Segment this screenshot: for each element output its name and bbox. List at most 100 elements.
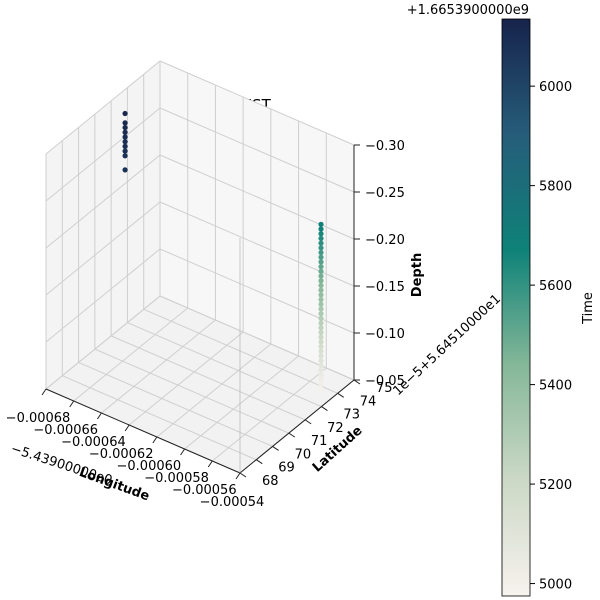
data-point xyxy=(122,134,128,140)
data-point xyxy=(318,339,324,345)
x-tick-mark xyxy=(235,472,241,480)
colorbar-ticks: 5000 5200 5400 5600 5800 6000 xyxy=(530,80,572,593)
data-point xyxy=(318,381,324,387)
grid-line-z-side xyxy=(45,201,161,296)
grid-line-z-side xyxy=(45,107,161,202)
data-point xyxy=(318,296,324,303)
grid-line-z-side xyxy=(45,295,161,390)
x-tick-label: −0.00062 xyxy=(89,447,154,462)
data-point xyxy=(318,292,324,298)
x-tick-label: −0.00060 xyxy=(117,459,182,474)
x-tick-mark xyxy=(152,436,158,444)
data-point xyxy=(318,334,324,340)
colorbar-tick-label: 5400 xyxy=(539,379,572,394)
data-point xyxy=(318,367,324,373)
x-tick-mark xyxy=(124,424,130,432)
floor-pane xyxy=(46,296,354,473)
data-point xyxy=(318,358,324,364)
grid-line-z-side xyxy=(45,60,161,155)
y-tick-mark xyxy=(239,472,247,478)
z-tick-label: −0.10 xyxy=(365,327,405,342)
data-point xyxy=(318,372,324,378)
x-axis-line xyxy=(45,388,241,474)
colorbar-tick-label: 5800 xyxy=(539,180,572,195)
x-tick-mark xyxy=(97,412,102,420)
y-tick-label: 73 xyxy=(343,408,360,423)
x-tick-mark xyxy=(69,400,75,408)
data-point xyxy=(122,129,128,135)
x-tick-label: −0.00068 xyxy=(6,411,71,426)
colorbar-gradient xyxy=(501,18,531,597)
data-point xyxy=(318,329,324,336)
data-point xyxy=(122,167,128,173)
colorbar-tick-label: 5000 xyxy=(539,578,572,593)
z-tick-label: −0.30 xyxy=(365,139,405,154)
colorbar-tick-label: 6000 xyxy=(539,80,572,95)
x-tick-label: −0.00064 xyxy=(61,435,126,450)
data-point xyxy=(318,235,324,242)
data-point xyxy=(318,315,324,321)
grid-line-x-floor xyxy=(128,331,244,426)
y-tick-mark xyxy=(256,459,263,465)
data-point xyxy=(318,254,324,260)
data-point xyxy=(318,273,324,279)
x-tick-mark xyxy=(41,388,47,396)
data-point xyxy=(318,249,324,256)
data-point xyxy=(318,362,324,368)
data-point xyxy=(318,226,324,232)
grid-line-x-floor xyxy=(184,355,299,450)
data-point xyxy=(318,240,324,246)
data-point xyxy=(318,311,324,317)
data-point xyxy=(318,278,324,284)
grid-line-z-back xyxy=(159,107,355,193)
grid-line-x-floor xyxy=(101,319,216,414)
y-tick-label: 75 xyxy=(376,381,393,396)
axes-panes xyxy=(46,61,354,473)
y-tick-label: 72 xyxy=(327,421,344,436)
x-tick-label: −0.00066 xyxy=(33,423,98,438)
y-tick-mark xyxy=(288,432,296,438)
data-point xyxy=(318,343,324,350)
y-axis-offset-text: 1e−5+5.64510000e1 xyxy=(390,292,503,399)
data-point xyxy=(122,110,128,117)
data-point xyxy=(122,153,128,159)
y-tick-label: 70 xyxy=(295,447,312,462)
colorbar-offset-text: +1.6653900000e9 xyxy=(407,3,529,18)
grid-line-y-floor xyxy=(110,335,306,421)
colorbar: 5000 5200 5400 5600 5800 6000 +1.6653900000e9… xyxy=(407,3,596,597)
data-point xyxy=(318,282,324,289)
grid-line-z-side xyxy=(45,154,161,249)
y-tick-label: 68 xyxy=(262,474,279,489)
x-tick-label: −0.00056 xyxy=(172,483,237,498)
z-tick-label: −0.20 xyxy=(365,233,405,248)
data-point xyxy=(318,268,324,274)
grid-line-z-side xyxy=(45,248,161,343)
x-tick-label: −0.00058 xyxy=(144,471,209,486)
colorbar-tick-label: 5200 xyxy=(539,478,572,493)
data-points xyxy=(122,110,324,392)
axis-lines xyxy=(45,145,355,474)
y-tick-label: 74 xyxy=(360,394,377,409)
data-point xyxy=(318,325,324,331)
data-point xyxy=(122,148,128,154)
grid-line-x-floor xyxy=(156,343,272,438)
z-tick-label: −0.25 xyxy=(365,186,405,201)
data-point xyxy=(318,348,324,354)
data-point xyxy=(318,353,324,359)
back-pane xyxy=(160,61,354,380)
grid-line-y-floor xyxy=(62,375,257,461)
x-tick-mark xyxy=(207,460,213,468)
y-tick-mark xyxy=(353,379,361,385)
y-tick-mark xyxy=(321,406,328,411)
data-point xyxy=(122,120,128,126)
data-point xyxy=(318,306,324,312)
grid-line-y-floor xyxy=(94,348,290,434)
data-point xyxy=(122,143,128,149)
tick-labels: −0.00068−0.00066−0.00064−0.00062−0.00060… xyxy=(6,139,405,510)
grid-line-x-floor xyxy=(73,307,189,402)
z-axis-label: Depth xyxy=(410,253,425,297)
z-tick-label: −0.15 xyxy=(365,280,405,295)
y-tick-mark xyxy=(272,446,279,451)
x-tick-label: −0.00054 xyxy=(200,495,265,510)
